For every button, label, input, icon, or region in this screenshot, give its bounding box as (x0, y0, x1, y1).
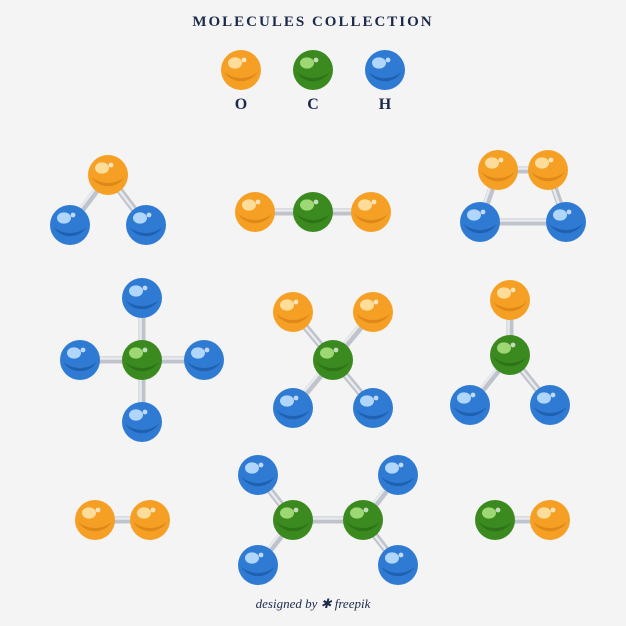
atom-o (273, 292, 313, 332)
atom-o (351, 192, 391, 232)
molecule-cross (60, 278, 224, 442)
atom-c (343, 500, 383, 540)
atom-o (490, 280, 530, 320)
molecule-canvas (0, 0, 626, 626)
molecule-tri-down (450, 280, 570, 425)
molecule-diatomic-oo (75, 500, 170, 540)
atom-c (293, 192, 333, 232)
atom-h (184, 340, 224, 380)
atom-h (460, 202, 500, 242)
atom-h (378, 455, 418, 495)
atom-h (122, 278, 162, 318)
atom-h (450, 385, 490, 425)
atom-h (273, 388, 313, 428)
atom-o (530, 500, 570, 540)
molecule-tetra-mixed (273, 292, 393, 428)
atom-h (353, 388, 393, 428)
molecule-ethane-like (238, 455, 418, 585)
atom-o (130, 500, 170, 540)
molecule-diatomic-co (475, 500, 570, 540)
atom-h (378, 545, 418, 585)
molecule-linear-co2 (235, 192, 391, 232)
atom-h (122, 402, 162, 442)
atom-o (353, 292, 393, 332)
atom-c (475, 500, 515, 540)
atom-c (273, 500, 313, 540)
atom-h (60, 340, 100, 380)
molecule-triangle (460, 150, 586, 242)
footer-credit: designed by ✱ freepik (0, 596, 626, 612)
atom-c (490, 335, 530, 375)
molecule-bent-left (50, 155, 166, 245)
atom-h (126, 205, 166, 245)
atom-o (478, 150, 518, 190)
atom-h (50, 205, 90, 245)
atom-h (530, 385, 570, 425)
atom-c (122, 340, 162, 380)
atom-h (238, 545, 278, 585)
atom-o (75, 500, 115, 540)
atom-o (88, 155, 128, 195)
atom-c (313, 340, 353, 380)
atom-o (528, 150, 568, 190)
atom-o (235, 192, 275, 232)
atom-h (238, 455, 278, 495)
atom-h (546, 202, 586, 242)
